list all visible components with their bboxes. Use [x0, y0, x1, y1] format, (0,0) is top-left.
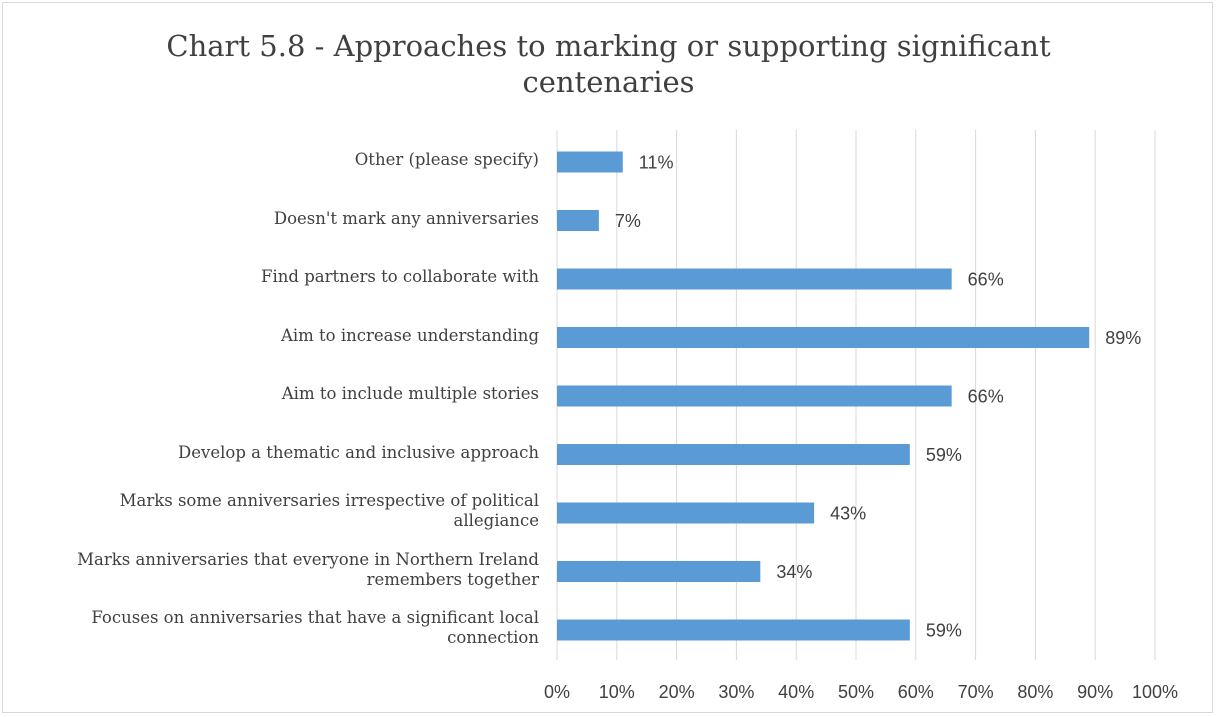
bar — [557, 385, 952, 407]
x-tick-label: 70% — [958, 682, 994, 702]
x-tick-label: 40% — [778, 682, 814, 702]
bar — [557, 561, 761, 582]
category-label: Aim to increase understanding — [280, 325, 539, 345]
x-tick-label: 20% — [659, 682, 695, 702]
data-label: 66% — [968, 270, 1004, 290]
category-label: Focuses on anniversaries that have a sig… — [91, 608, 539, 647]
category-label: Other (please specify) — [354, 150, 539, 169]
data-label: 59% — [926, 445, 962, 465]
data-label: 34% — [776, 562, 812, 582]
data-label: 43% — [830, 504, 866, 524]
x-tick-label: 10% — [599, 682, 635, 702]
data-label: 66% — [968, 387, 1004, 407]
data-label: 59% — [926, 621, 962, 641]
x-tick-label: 0% — [544, 682, 570, 702]
x-tick-label: 60% — [898, 682, 934, 702]
bar — [557, 619, 910, 641]
category-label: Develop a thematic and inclusive approac… — [178, 442, 539, 462]
category-label: Marks anniversaries that everyone in Nor… — [77, 549, 539, 589]
data-label: 11% — [639, 153, 674, 173]
x-tick-label: 50% — [838, 682, 874, 702]
bar — [557, 210, 599, 231]
x-tick-label: 90% — [1077, 682, 1113, 702]
data-label: 7% — [615, 211, 641, 231]
category-label: Marks some anniversaries irrespective of… — [119, 491, 539, 530]
bar — [557, 268, 952, 290]
bar — [557, 502, 815, 524]
chart-title: Chart 5.8 - Approaches to marking or sup… — [166, 29, 1051, 99]
category-label: Aim to include multiple stories — [281, 384, 539, 403]
bar — [557, 151, 623, 173]
category-label: Find partners to collaborate with — [261, 267, 539, 286]
data-label: 89% — [1105, 328, 1141, 348]
x-tick-label: 100% — [1132, 682, 1178, 702]
x-tick-label: 30% — [718, 682, 754, 702]
bar — [557, 327, 1090, 348]
x-tick-label: 80% — [1017, 682, 1053, 702]
bar — [557, 444, 910, 465]
category-label: Doesn't mark any anniversaries — [273, 208, 539, 228]
